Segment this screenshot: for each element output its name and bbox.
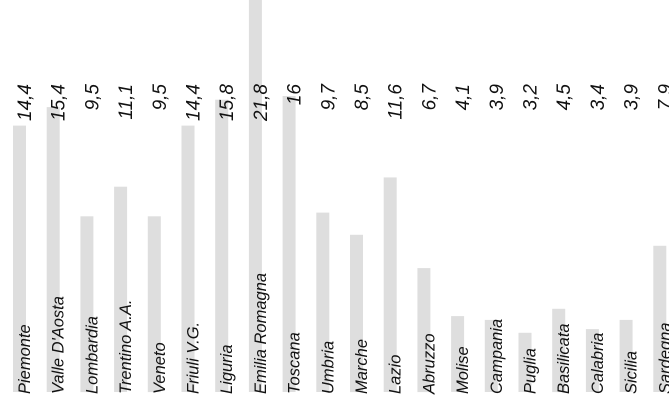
category-label-5: Friuli V.G. (185, 322, 203, 394)
category-label-7: Emilia Romagna (252, 273, 270, 394)
bar-16 (552, 308, 566, 393)
bar-9 (316, 212, 330, 392)
bar-12 (417, 268, 431, 393)
category-label-6: Liguria (218, 344, 236, 394)
value-label-5: 14,4 (184, 84, 205, 121)
value-label-6: 15,8 (217, 84, 238, 121)
category-label-14: Campania (488, 319, 506, 394)
value-label-12: 6,7 (419, 83, 440, 111)
category-label-1: Valle D'Aosta (50, 296, 68, 394)
value-label-18: 3,9 (622, 84, 643, 111)
value-label-16: 4,5 (554, 84, 575, 111)
value-label-13: 4,1 (453, 84, 474, 110)
bar-15 (518, 332, 532, 392)
value-label-1: 15,4 (49, 84, 70, 121)
value-label-17: 3,4 (588, 84, 609, 110)
value-label-19: 7,9 (655, 84, 669, 111)
bar-18 (619, 319, 633, 392)
category-label-16: Basilicata (555, 323, 573, 394)
bar-6 (215, 99, 229, 392)
value-label-14: 3,9 (487, 84, 508, 111)
value-label-8: 16 (285, 84, 306, 106)
value-label-0: 14,4 (15, 84, 36, 121)
category-label-15: Puglia (522, 348, 540, 394)
category-label-18: Sicilia (623, 351, 641, 394)
value-label-4: 9,5 (150, 84, 171, 111)
value-label-2: 9,5 (82, 84, 103, 111)
bar-1 (46, 107, 60, 392)
bar-5 (181, 125, 195, 392)
category-label-9: Umbria (319, 341, 337, 394)
category-labels-group: Piemonte Valle D'Aosta Lombardia Trentino A… (16, 273, 669, 395)
bar-2 (80, 216, 94, 393)
bar-4 (147, 216, 161, 393)
bar-19 (653, 245, 667, 392)
bar-17 (585, 329, 599, 392)
bar-11 (383, 177, 397, 392)
category-label-3: Trentino A.A. (117, 300, 135, 394)
bar-7 (248, 0, 262, 392)
value-label-15: 3,2 (521, 84, 542, 111)
bar-8 (282, 96, 296, 392)
value-label-11: 11,6 (386, 84, 407, 120)
category-label-17: Calabria (589, 333, 607, 394)
bar-10 (350, 234, 363, 393)
value-label-9: 9,7 (318, 83, 339, 111)
bar-0 (13, 125, 26, 392)
category-label-2: Lombardia (83, 316, 101, 394)
category-label-13: Molise (454, 346, 472, 394)
category-label-4: Veneto (151, 342, 169, 394)
value-labels-group: 14,4 15,4 9,5 11,1 9,5 14,4 15,8 21,8 16 9,7 8,5 11… (15, 83, 669, 122)
bars-group (13, 0, 667, 393)
category-label-12: Abruzzo (420, 333, 438, 395)
value-label-3: 11,1 (116, 84, 137, 120)
category-label-8: Toscana (286, 332, 304, 394)
category-label-19: Sardegna (656, 322, 669, 394)
bar-13 (451, 316, 465, 392)
category-label-11: Lazio (387, 355, 405, 394)
value-label-10: 8,5 (352, 84, 373, 111)
category-label-10: Marche (353, 339, 371, 394)
bar-14 (484, 319, 498, 392)
bar-3 (114, 186, 128, 392)
category-label-0: Piemonte (16, 324, 34, 394)
value-label-7: 21,8 (251, 84, 272, 122)
